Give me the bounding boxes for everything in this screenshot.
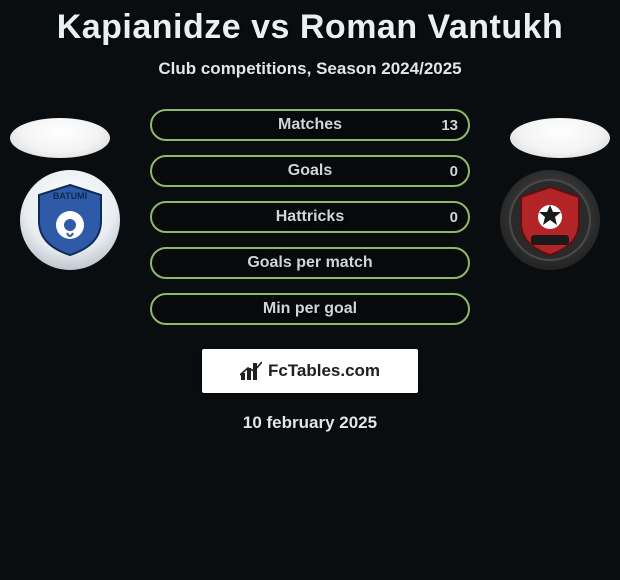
page-title: Kapianidze vs Roman Vantukh xyxy=(0,0,620,47)
player-photo-slot-left xyxy=(10,118,110,158)
stat-row-goals-per-match: Goals per match xyxy=(150,247,470,279)
player-photo-slot-right xyxy=(510,118,610,158)
stats-block: Matches 13 Goals 0 Hattricks 0 Goals per… xyxy=(150,109,470,325)
stat-label: Goals per match xyxy=(247,254,372,272)
stat-label: Goals xyxy=(288,162,332,180)
stat-row-hattricks: Hattricks 0 xyxy=(150,201,470,233)
club-crest-right xyxy=(500,170,600,270)
page-subtitle: Club competitions, Season 2024/2025 xyxy=(0,59,620,79)
stat-label: Min per goal xyxy=(263,300,357,318)
source-badge-text: FcTables.com xyxy=(268,361,380,381)
source-badge[interactable]: FcTables.com xyxy=(202,349,418,393)
stat-row-min-per-goal: Min per goal xyxy=(150,293,470,325)
page-date: 10 february 2025 xyxy=(0,413,620,433)
stat-row-matches: Matches 13 xyxy=(150,109,470,141)
shield-icon xyxy=(507,177,593,263)
bar-chart-icon xyxy=(240,361,262,381)
stat-right-value: 0 xyxy=(450,209,458,226)
stat-row-goals: Goals 0 xyxy=(150,155,470,187)
stat-right-value: 13 xyxy=(441,117,458,134)
club-crest-left: BATUMI xyxy=(20,170,120,270)
stat-label: Hattricks xyxy=(276,208,344,226)
stat-label: Matches xyxy=(278,116,342,134)
svg-text:BATUMI: BATUMI xyxy=(53,191,87,201)
shield-icon: BATUMI xyxy=(31,181,109,259)
stat-right-value: 0 xyxy=(450,163,458,180)
